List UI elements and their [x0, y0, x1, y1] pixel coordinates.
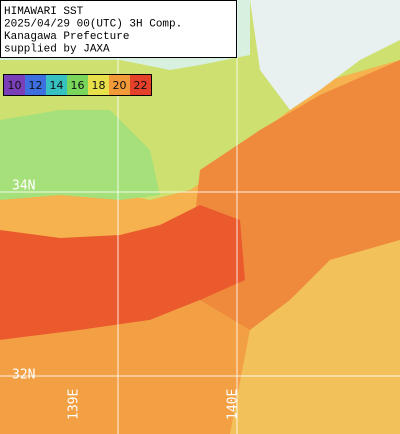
- legend-swatch: [67, 75, 88, 95]
- header-line: HIMAWARI SST: [4, 6, 84, 18]
- cold-water: [0, 110, 160, 200]
- lat-label: 34N: [12, 179, 35, 194]
- legend-label: 18: [92, 79, 106, 92]
- legend-swatch: [88, 75, 109, 95]
- legend-label: 16: [71, 79, 85, 92]
- land: [250, 0, 400, 110]
- legend-label: 22: [134, 79, 148, 92]
- warmest-water: [0, 205, 245, 340]
- legend-swatch: [109, 75, 130, 95]
- header-line: 2025/04/29 00(UTC) 3H Comp.: [4, 19, 182, 31]
- legend-swatch: [25, 75, 46, 95]
- lon-label: 140E: [226, 389, 241, 420]
- legend: 10 12 14 16 18 20 22: [3, 74, 152, 96]
- legend-swatch: [130, 75, 151, 95]
- warm-water-south: [0, 300, 250, 434]
- legend-label: 14: [50, 79, 64, 92]
- header-line: supplied by JAXA: [4, 44, 110, 56]
- header-box: [0, 0, 237, 58]
- header-line: Kanagawa Prefecture: [4, 31, 129, 43]
- mild-water: [230, 240, 400, 434]
- legend-label: 20: [113, 79, 127, 92]
- legend-label: 10: [8, 79, 22, 92]
- legend-swatch: [4, 75, 25, 95]
- lon-label: 139E: [67, 389, 82, 420]
- lat-label: 32N: [12, 368, 35, 383]
- legend-swatch: [46, 75, 67, 95]
- legend-label: 12: [29, 79, 43, 92]
